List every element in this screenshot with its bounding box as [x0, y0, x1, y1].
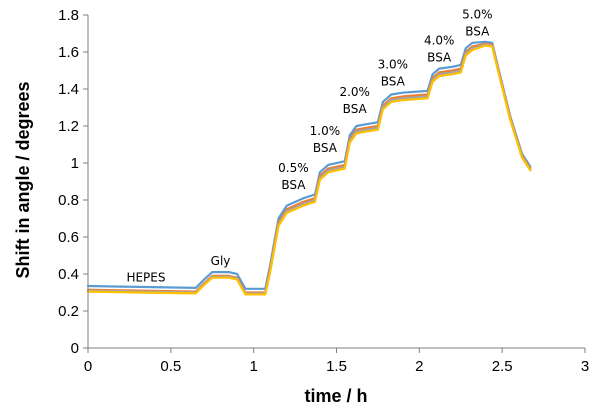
- y-tick-label: 1.8: [58, 7, 79, 24]
- y-tick-label: 1.6: [58, 44, 79, 61]
- series-line-1: [86, 40, 532, 290]
- annotation-label-4: 1.0%: [310, 124, 341, 138]
- annotation-label-6: 3.0%: [378, 57, 409, 71]
- series-line-2: [86, 42, 532, 294]
- annotation-label-4: BSA: [313, 141, 338, 155]
- annotation-label-8: BSA: [465, 24, 490, 38]
- y-axis-title: Shift in angle / degrees: [13, 81, 33, 278]
- y-tick-label: 1: [71, 155, 79, 172]
- annotation-label-5: BSA: [343, 102, 368, 116]
- x-tick-label: 1.5: [326, 358, 347, 375]
- annotation-layer: HEPESGly0.5%BSA1.0%BSA2.0%BSA3.0%BSA4.0%…: [126, 7, 492, 284]
- y-tick-label: 0.2: [58, 303, 79, 320]
- series-line-4: [86, 44, 532, 296]
- annotation-label-7: 4.0%: [424, 33, 455, 47]
- annotation-label-2: Gly: [211, 254, 231, 268]
- y-tick-label: 0: [71, 340, 79, 357]
- x-tick-label: 1: [249, 358, 257, 375]
- y-tick-label: 0.8: [58, 192, 79, 209]
- annotation-label-5: 2.0%: [339, 85, 370, 99]
- ticks-layer: 0 0.2 0.4 0.6 0.8 1 1.2 1.4 1.6 1.8 0 0.5 1 1.5 2 2.5 3: [58, 7, 589, 375]
- annotation-label-6: BSA: [381, 74, 406, 88]
- x-axis-title: time / h: [304, 386, 367, 406]
- y-tick-label: 0.4: [58, 266, 79, 283]
- series-layer: [86, 40, 532, 296]
- y-tick-label: 0.6: [58, 229, 79, 246]
- annotation-label-7: BSA: [427, 50, 452, 64]
- x-tick-label: 2.5: [492, 358, 513, 375]
- series-line-3: [86, 43, 532, 295]
- y-tick-label: 1.2: [58, 118, 79, 135]
- annotation-label-1: HEPES: [126, 270, 165, 284]
- y-tick-label: 1.4: [58, 81, 79, 98]
- x-tick-label: 0: [84, 358, 92, 375]
- annotation-label-8: 5.0%: [462, 7, 493, 21]
- x-tick-label: 3: [581, 358, 589, 375]
- annotation-label-3: 0.5%: [278, 161, 309, 175]
- x-tick-label: 0.5: [160, 358, 181, 375]
- axes-layer: [87, 15, 585, 349]
- annotation-label-3: BSA: [281, 178, 306, 192]
- x-tick-label: 2: [415, 358, 423, 375]
